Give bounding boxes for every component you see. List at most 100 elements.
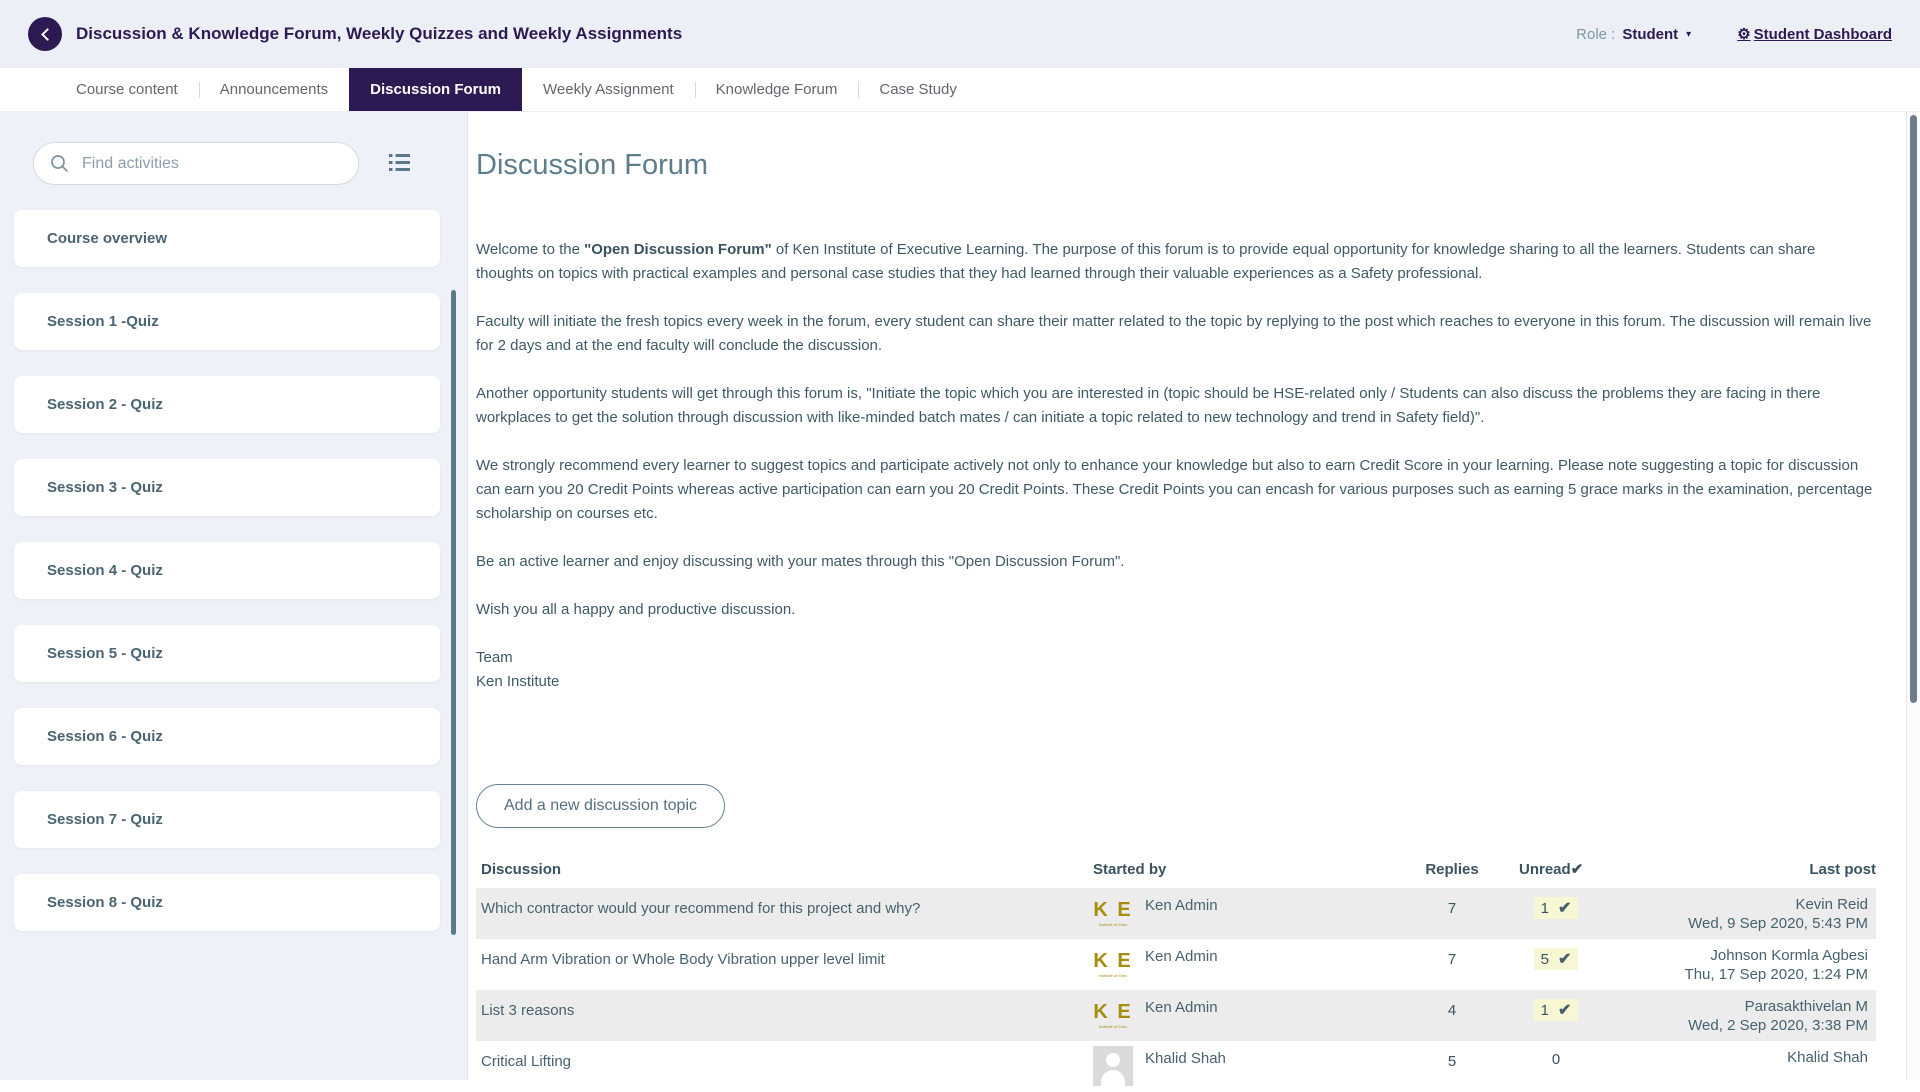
started-by-cell: K E Institute of Exec Ken Admin: [1093, 995, 1413, 1035]
table-row: Critical Lifting Khalid Shah 5: [476, 1041, 1876, 1092]
student-dashboard-link[interactable]: ⚙ Student Dashboard: [1737, 25, 1892, 44]
last-post-author[interactable]: Khalid Shah: [1787, 1049, 1868, 1066]
discussion-title[interactable]: Which contractor would your recommend fo…: [481, 900, 921, 917]
page-scrollbar-track[interactable]: [1906, 112, 1920, 1080]
role-value: Student: [1622, 25, 1679, 43]
gear-icon: ⚙: [1737, 26, 1751, 43]
unread-cell: 5 ✔: [1533, 948, 1579, 970]
unread-count: 1: [1540, 1001, 1549, 1019]
sidebar-item-session-6-quiz[interactable]: Session 6 - Quiz: [14, 708, 440, 765]
paragraph: Another opportunity students will get th…: [476, 385, 1821, 426]
ke-logo: K E Institute of Exec: [1093, 995, 1133, 1035]
sidebar-item-session-1-quiz[interactable]: Session 1 -Quiz: [14, 293, 440, 350]
role-dropdown[interactable]: Role : Student ▾: [1576, 26, 1691, 43]
ke-logo: K E Institute of Exec: [1093, 893, 1133, 933]
table-row: Which contractor would your recommend fo…: [476, 888, 1876, 939]
sidebar-item-session-3-quiz[interactable]: Session 3 - Quiz: [14, 459, 440, 516]
replies-count: 4: [1447, 1002, 1457, 1019]
last-post-author[interactable]: Johnson Kormla Agbesi: [1710, 947, 1868, 964]
started-by-cell: Khalid Shah: [1093, 1046, 1413, 1086]
ke-logo-caption: Institute of Exec: [1098, 1024, 1128, 1029]
replies-count: 7: [1447, 900, 1457, 917]
started-by-cell: K E Institute of Exec Ken Admin: [1093, 944, 1413, 984]
search-input[interactable]: [80, 153, 342, 174]
intro-post: of Ken Institute of Executive Learning. …: [476, 241, 1816, 282]
col-header-unread: Unread✔: [1491, 860, 1621, 888]
sidebar: Course overview Session 1 -Quiz Session …: [0, 112, 468, 1080]
starter-name: Khalid Shah: [1145, 1050, 1226, 1067]
discussion-title[interactable]: List 3 reasons: [481, 1002, 575, 1019]
ke-logo-letters: K E: [1093, 1001, 1133, 1023]
unread-header-label: Unread: [1519, 861, 1571, 878]
unread-cell: 1 ✔: [1533, 999, 1579, 1021]
unread-cell: 0 ✔: [1545, 1050, 1567, 1069]
main-content: Discussion Forum Welcome to the "Open Di…: [468, 112, 1920, 1086]
sidebar-item-label: Session 6 - Quiz: [47, 728, 163, 745]
starter-name: Ken Admin: [1145, 999, 1218, 1016]
table-row: Hand Arm Vibration or Whole Body Vibrati…: [476, 939, 1876, 990]
check-icon[interactable]: ✔: [1557, 951, 1572, 968]
sidebar-item-session-2-quiz[interactable]: Session 2 - Quiz: [14, 376, 440, 433]
col-header-discussion: Discussion: [481, 860, 562, 878]
sidebar-scrollbar[interactable]: [451, 290, 456, 935]
starter-avatar: K E Institute of Exec: [1093, 995, 1133, 1035]
unread-cell: 1 ✔: [1533, 897, 1579, 919]
col-header-replies: Replies: [1425, 860, 1479, 878]
sidebar-item-label: Session 8 - Quiz: [47, 894, 163, 911]
tab-discussion-forum[interactable]: Discussion Forum: [349, 68, 522, 111]
sidebar-item-session-5-quiz[interactable]: Session 5 - Quiz: [14, 625, 440, 682]
sidebar-item-session-8-quiz[interactable]: Session 8 - Quiz: [14, 874, 440, 931]
discussion-title[interactable]: Hand Arm Vibration or Whole Body Vibrati…: [481, 951, 885, 968]
starter-name: Ken Admin: [1145, 948, 1218, 965]
sidebar-item-label: Session 4 - Quiz: [47, 562, 163, 579]
back-button[interactable]: [28, 17, 62, 51]
unread-count: 1: [1540, 899, 1549, 917]
check-icon[interactable]: ✔: [1557, 900, 1572, 917]
table-header-row: Discussion Started by Replies Unread✔ La…: [476, 860, 1876, 888]
tab-course-content[interactable]: Course content: [76, 81, 178, 98]
intro-pre: Welcome to the: [476, 241, 585, 258]
col-header-last-post: Last post: [1809, 860, 1876, 878]
list-icon: [389, 153, 410, 171]
chevron-left-icon: [40, 27, 54, 41]
col-header-started-by: Started by: [1093, 860, 1167, 878]
last-post-author[interactable]: Parasakthivelan M: [1744, 998, 1868, 1015]
last-post-date: Wed, 9 Sep 2020, 5:43 PM: [1688, 915, 1868, 932]
tab-weekly-assignment[interactable]: Weekly Assignment: [543, 81, 674, 98]
add-discussion-topic-button[interactable]: Add a new discussion topic: [476, 784, 725, 828]
check-icon[interactable]: ✔: [1557, 1002, 1572, 1019]
intro-paragraph: Welcome to the "Open Discussion Forum" o…: [476, 238, 1876, 286]
course-index-button[interactable]: [385, 150, 414, 178]
discussion-title[interactable]: Critical Lifting: [481, 1053, 572, 1070]
ke-logo-letters: K E: [1093, 950, 1133, 972]
paragraph: We strongly recommend every learner to s…: [476, 457, 1873, 522]
sidebar-item-label: Session 5 - Quiz: [47, 645, 163, 662]
app-header: Discussion & Knowledge Forum, Weekly Qui…: [0, 0, 1920, 68]
sidebar-item-label: Course overview: [47, 230, 168, 247]
student-dashboard-label: Student Dashboard: [1753, 25, 1892, 43]
last-post-date: Wed, 2 Sep 2020, 3:38 PM: [1688, 1017, 1868, 1034]
sidebar-item-label: Session 3 - Quiz: [47, 479, 163, 496]
sidebar-item-label: Session 2 - Quiz: [47, 396, 163, 413]
last-post-author[interactable]: Kevin Reid: [1795, 896, 1868, 913]
paragraph: Be an active learner and enjoy discussin…: [476, 553, 1125, 570]
tab-knowledge-forum[interactable]: Knowledge Forum: [694, 68, 859, 111]
sidebar-item-course-overview[interactable]: Course overview: [14, 210, 440, 267]
table-row: List 3 reasons K E Institute of Exec Ken…: [476, 990, 1876, 1041]
tab-announcements[interactable]: Announcements: [198, 68, 349, 111]
unread-count: 5: [1540, 950, 1549, 968]
paragraph: Wish you all a happy and productive disc…: [476, 601, 796, 618]
sidebar-item-session-4-quiz[interactable]: Session 4 - Quiz: [14, 542, 440, 599]
forum-description: Welcome to the "Open Discussion Forum" o…: [476, 238, 1876, 622]
starter-avatar: K E Institute of Exec: [1093, 893, 1133, 933]
starter-avatar: [1093, 1046, 1133, 1086]
page-scrollbar-thumb[interactable]: [1910, 115, 1917, 703]
replies-count: 5: [1447, 1053, 1457, 1070]
tab-case-study[interactable]: Case Study: [858, 68, 978, 111]
page-title: Discussion Forum: [476, 149, 709, 181]
course-title: Discussion & Knowledge Forum, Weekly Qui…: [76, 24, 683, 43]
tab-bar: Course content Announcements Discussion Fo…: [0, 68, 1920, 112]
paragraph: Faculty will initiate the fresh topics e…: [476, 313, 1872, 354]
mark-all-read-icon[interactable]: ✔: [1570, 861, 1584, 878]
sidebar-item-session-7-quiz[interactable]: Session 7 - Quiz: [14, 791, 440, 848]
